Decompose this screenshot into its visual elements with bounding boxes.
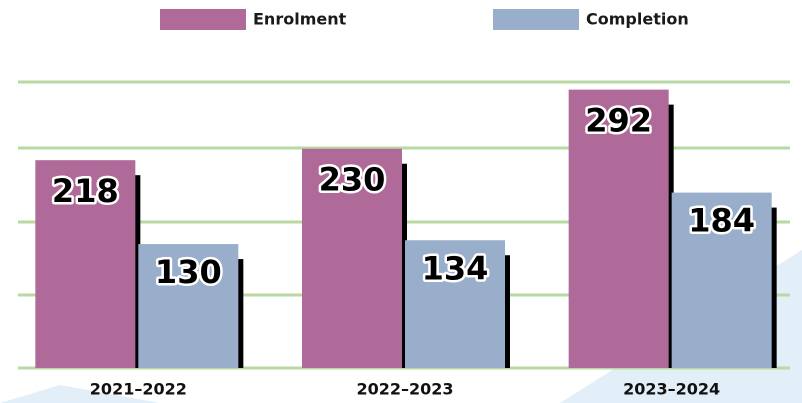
bar [405, 240, 505, 368]
background-shape [0, 385, 160, 403]
value-label: 230 [319, 161, 386, 199]
legend-swatch [160, 9, 246, 30]
x-tick-label: 2023–2024 [623, 380, 720, 399]
x-tick-label: 2022–2023 [356, 380, 453, 399]
legend-label: Enrolment [253, 10, 347, 29]
value-label: 134 [422, 249, 489, 287]
bar [35, 160, 136, 368]
x-tick-label: 2021–2022 [90, 380, 187, 399]
bar [671, 192, 772, 368]
bar [568, 89, 669, 369]
bar [138, 244, 239, 368]
bar [302, 148, 402, 368]
value-label: 130 [155, 253, 222, 291]
legend-label: Completion [586, 10, 689, 29]
legend-swatch [493, 9, 579, 30]
value-label: 292 [585, 102, 652, 140]
value-label: 184 [688, 202, 755, 240]
value-label: 218 [52, 172, 119, 210]
